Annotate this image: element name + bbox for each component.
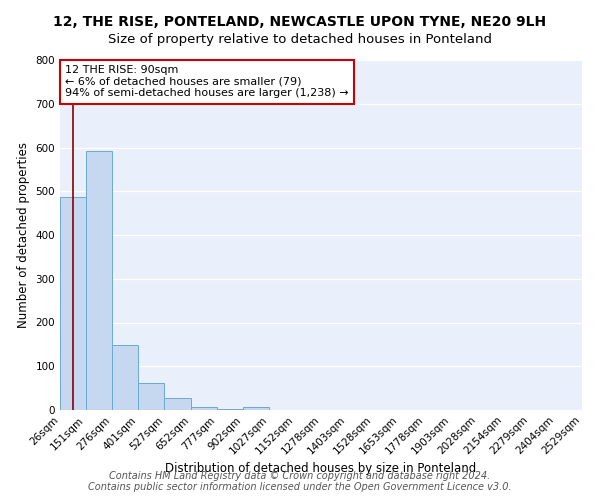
X-axis label: Distribution of detached houses by size in Ponteland: Distribution of detached houses by size … — [166, 462, 476, 475]
Y-axis label: Number of detached properties: Number of detached properties — [17, 142, 30, 328]
Bar — [191, 407, 217, 410]
Bar — [138, 383, 164, 410]
Text: Size of property relative to detached houses in Ponteland: Size of property relative to detached ho… — [108, 32, 492, 46]
Text: Contains HM Land Registry data © Crown copyright and database right 2024.
Contai: Contains HM Land Registry data © Crown c… — [88, 471, 512, 492]
Text: 12, THE RISE, PONTELAND, NEWCASTLE UPON TYNE, NE20 9LH: 12, THE RISE, PONTELAND, NEWCASTLE UPON … — [53, 15, 547, 29]
Bar — [217, 409, 242, 410]
Bar — [164, 398, 191, 410]
Text: 12 THE RISE: 90sqm
← 6% of detached houses are smaller (79)
94% of semi-detached: 12 THE RISE: 90sqm ← 6% of detached hous… — [65, 66, 349, 98]
Bar — [86, 150, 112, 410]
Bar — [112, 345, 138, 410]
Bar — [60, 197, 86, 410]
Bar — [242, 407, 269, 410]
